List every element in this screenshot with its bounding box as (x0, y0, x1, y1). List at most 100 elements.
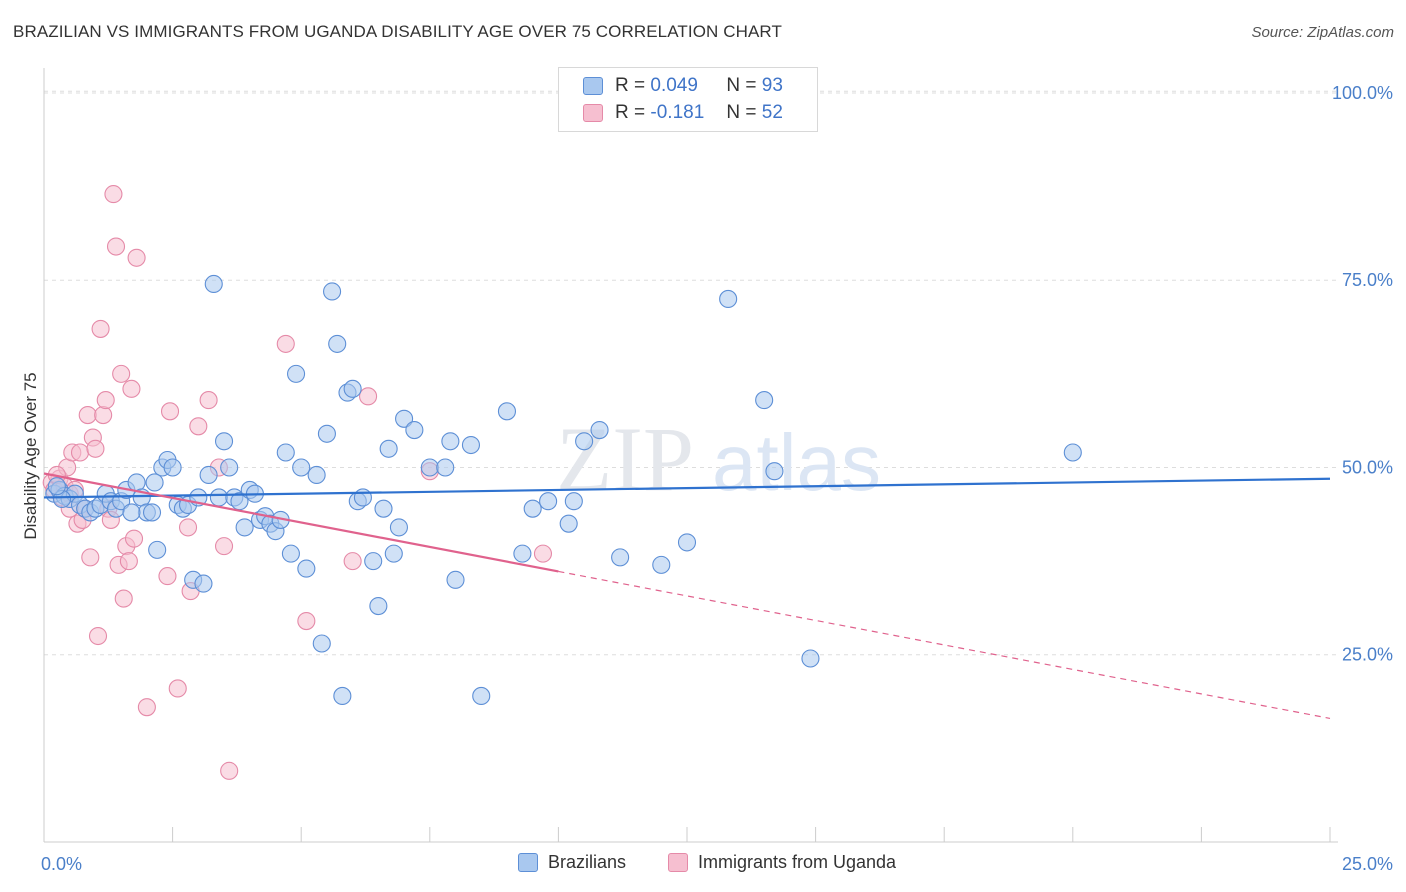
legend-r-label: R = (615, 75, 646, 96)
y-tick-label-1: 50.0% (1342, 457, 1393, 477)
legend-r-value: 0.049 (650, 75, 698, 96)
point-pink-39 (189, 417, 208, 436)
watermark-atlas: atlas (712, 418, 881, 507)
point-blue-70 (446, 570, 465, 589)
point-blue-47 (292, 458, 311, 477)
point-pink-44 (276, 334, 295, 353)
legend-label-brazilians: Brazilians (548, 852, 627, 872)
point-blue-49 (307, 465, 326, 485)
y-tick-label-2: 75.0% (1342, 270, 1393, 290)
point-blue-62 (379, 439, 398, 458)
point-blue-45 (281, 544, 300, 563)
point-pink-23 (104, 185, 123, 204)
point-pink-13 (78, 406, 97, 425)
series-legend: Brazilians Immigrants from Uganda (0, 852, 1406, 878)
point-blue-28 (194, 574, 213, 593)
point-blue-92 (145, 473, 164, 492)
point-blue-82 (652, 555, 671, 574)
point-blue-78 (564, 492, 583, 511)
point-blue-73 (497, 402, 517, 421)
legend-n-label: N = (726, 75, 757, 96)
point-blue-74 (513, 544, 532, 563)
point-pink-47 (359, 387, 378, 406)
point-blue-65 (395, 409, 414, 428)
legend-r-label: R = (615, 102, 646, 123)
legend-swatch-pink (668, 853, 688, 872)
source-label: Source: ZipAtlas.com (1251, 24, 1394, 41)
point-blue-48 (297, 559, 316, 578)
legend-label-uganda: Immigrants from Uganda (698, 852, 897, 872)
legend-item-brazilians[interactable]: Brazilians (518, 852, 626, 873)
point-blue-81 (611, 548, 630, 567)
tick-labels: 25.0% 50.0% 75.0% 100.0% 0.0% 25.0% (41, 83, 1393, 874)
point-blue-85 (755, 391, 774, 410)
point-pink-30 (122, 379, 141, 398)
point-blue-66 (405, 420, 424, 440)
legend-r-value: -0.181 (650, 102, 705, 123)
point-blue-22 (163, 458, 182, 477)
point-pink-14 (81, 548, 100, 567)
point-blue-18 (142, 503, 162, 522)
point-blue-30 (204, 274, 223, 294)
point-blue-71 (461, 435, 481, 455)
point-blue-61 (374, 499, 393, 518)
point-blue-59 (364, 552, 383, 571)
point-pink-37 (178, 518, 198, 537)
legend-row-brazilians: R = 0.049 N = 93 (583, 73, 783, 99)
point-blue-80 (590, 420, 609, 440)
legend-swatch-blue (583, 77, 603, 95)
point-pink-19 (94, 406, 113, 425)
legend-swatch-pink (583, 104, 603, 122)
point-blue-44 (276, 443, 295, 462)
point-pink-18 (91, 319, 110, 338)
point-blue-68 (436, 458, 455, 477)
point-blue-60 (369, 597, 388, 616)
point-pink-27 (114, 589, 133, 608)
y-axis-label: Disability Age Over 75 (21, 372, 40, 539)
point-pink-32 (127, 248, 146, 267)
point-pink-24 (106, 237, 126, 256)
point-blue-29 (199, 465, 218, 485)
x-tick-label-0: 0.0% (41, 854, 82, 874)
point-blue-56 (343, 379, 362, 398)
point-blue-67 (420, 458, 439, 477)
point-blue-72 (472, 686, 491, 705)
point-blue-33 (220, 458, 239, 477)
legend-swatch-blue (518, 853, 538, 872)
point-pink-34 (158, 567, 177, 586)
point-blue-79 (575, 432, 594, 451)
point-blue-64 (389, 518, 408, 537)
watermark: ZIP atlas (556, 408, 881, 510)
point-blue-76 (539, 492, 558, 511)
point-pink-40 (199, 391, 218, 410)
point-pink-46 (343, 552, 362, 571)
trend-line-blue (43, 477, 1331, 499)
point-blue-84 (719, 289, 738, 309)
point-pink-10 (70, 443, 90, 462)
legend-row-uganda: R = -0.181 N = 52 (583, 100, 783, 126)
x-tick-label-1: 25.0% (1342, 854, 1393, 874)
y-tick-label-3: 100.0% (1332, 83, 1393, 103)
point-blue-31 (209, 488, 228, 507)
correlation-legend: R = 0.049 N = 93 R = -0.181 N = 52 (558, 67, 818, 132)
point-blue-58 (353, 488, 372, 507)
legend-n-value: 52 (761, 102, 783, 123)
point-blue-63 (384, 544, 403, 563)
point-blue-86 (765, 462, 784, 481)
point-blue-83 (677, 533, 697, 552)
point-pink-31 (124, 529, 144, 548)
point-blue-15 (127, 473, 146, 492)
watermark-zip: ZIP (556, 408, 694, 510)
legend-item-uganda[interactable]: Immigrants from Uganda (668, 852, 896, 873)
point-blue-52 (323, 282, 342, 301)
point-blue-90 (122, 503, 141, 522)
point-pink-36 (168, 679, 187, 698)
point-pink-33 (137, 698, 156, 717)
point-pink-17 (88, 626, 108, 646)
point-pink-43 (220, 761, 239, 780)
legend-n-value: 93 (761, 75, 783, 96)
chart-title: BRAZILIAN VS IMMIGRANTS FROM UGANDA DISA… (13, 22, 782, 41)
point-pink-49 (533, 544, 553, 563)
point-blue-46 (287, 364, 306, 383)
